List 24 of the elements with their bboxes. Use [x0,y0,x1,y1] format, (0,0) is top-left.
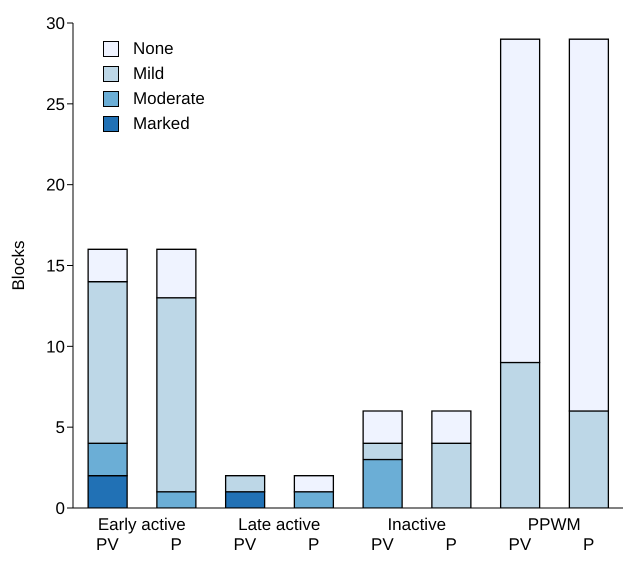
legend-label: None [133,38,174,58]
legend-label: Moderate [133,88,205,108]
y-axis-title: Blocks [9,240,28,291]
text: PPWM [528,515,581,534]
x-tick-label: PV [508,535,532,554]
y-tick-label: 15 [46,256,65,276]
y-tick-label: 10 [46,337,65,356]
y-tick-label: 30 [46,14,65,34]
legend-label: Marked [133,114,190,134]
text: Inactive [387,515,446,534]
x-tick-label: PV [371,535,394,554]
y-tick-label: 0 [56,499,65,518]
x-tick-label: P [170,535,182,554]
x-tick-label: P [308,535,320,554]
text: Early active [98,515,186,534]
x-tick-label: PV [234,535,257,554]
x-tick-label: P [582,535,594,554]
legend-label: Mild [133,64,164,84]
text: Late active [238,515,320,534]
y-tick-label: 5 [56,418,65,438]
x-tick-label: PV [96,535,120,554]
y-tick-label: 25 [46,94,65,114]
y-tick-label: 20 [46,176,65,195]
x-tick-label: P [445,535,457,554]
